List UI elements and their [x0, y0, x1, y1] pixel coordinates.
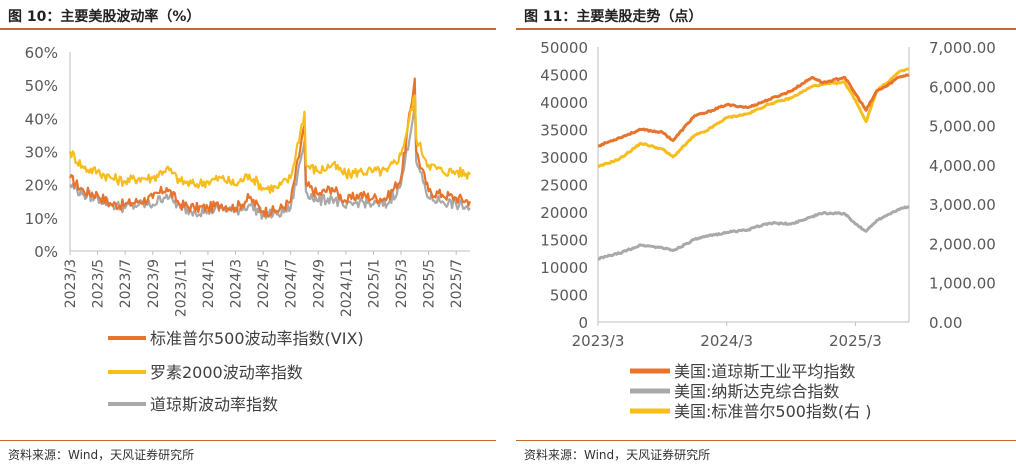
x-tick-label: 2024/9: [311, 259, 327, 308]
y-tick-label: 30%: [25, 144, 58, 162]
source-rule: [516, 440, 1016, 441]
left-y-tick-label: 10000: [540, 259, 588, 277]
series-line: [69, 103, 471, 220]
title-rule: [0, 28, 496, 30]
x-tick-label: 2024/3: [229, 259, 245, 308]
left-y-tick-label: 5000: [550, 287, 588, 305]
series-line: [597, 67, 910, 168]
x-tick-label: 2025/3: [394, 259, 410, 308]
figure-10-source: 资料来源：Wind，天风证券研究所: [8, 448, 195, 462]
y-tick-label: 60%: [25, 44, 58, 62]
x-tick-label: 2024/11: [339, 259, 355, 317]
left-y-tick-label: 45000: [540, 67, 588, 85]
figure-10-panel: 图 10：主要美股波动率（%） 0% 10% 20% 30% 40% 50% 60% 2023…: [0, 0, 496, 465]
legend-label: 罗素2000波动率指数: [150, 363, 303, 382]
x-tick-label: 2025/3: [829, 332, 882, 350]
left-y-tick-label: 0: [578, 314, 588, 332]
figure-10-title: 图 10：主要美股波动率（%）: [8, 9, 201, 25]
right-y-tick-label: 2,000.00: [929, 235, 996, 253]
series-line: [69, 77, 472, 218]
y-tick-label: 50%: [25, 77, 58, 95]
legend-label: 标准普尔500波动率指数(VIX): [150, 329, 364, 348]
x-tick-label: 2023/11: [173, 259, 189, 317]
right-y-tick-label: 0.00: [929, 314, 962, 332]
series-line: [597, 205, 910, 261]
y-tick-label: 0%: [34, 243, 58, 261]
left-y-tick-label: 30000: [540, 149, 588, 167]
right-y-tick-label: 5,000.00: [929, 118, 996, 136]
x-tick-label: 2024/7: [284, 259, 300, 308]
figure-11-source: 资料来源：Wind，天风证券研究所: [524, 448, 711, 462]
x-tick-label: 2023/3: [572, 332, 625, 350]
x-tick-label: 2025/1: [366, 259, 382, 308]
x-tick-label: 2023/7: [118, 259, 134, 308]
right-y-tick-label: 7,000.00: [929, 39, 996, 57]
figure-11-title: 图 11：主要美股走势（点）: [524, 9, 703, 25]
left-y-tick-label: 20000: [540, 204, 588, 222]
left-y-tick-label: 50000: [540, 39, 588, 57]
y-tick-label: 40%: [25, 110, 58, 128]
y-tick-label: 20%: [25, 177, 58, 195]
series-line: [68, 93, 471, 194]
right-y-tick-label: 6,000.00: [929, 78, 996, 96]
x-tick-label: 2023/3: [63, 259, 79, 308]
series-line: [597, 73, 910, 148]
legend-label: 美国:道琼斯工业平均指数: [674, 362, 855, 381]
figure-11-panel: 图 11：主要美股走势（点） 0 5000 10000 15000 20000 25000…: [516, 0, 1016, 465]
x-tick-label: 2023/5: [91, 259, 107, 308]
title-rule: [516, 28, 1016, 30]
x-tick-label: 2024/5: [256, 259, 272, 308]
legend-label: 美国:纳斯达克综合指数: [674, 382, 839, 401]
right-y-tick-label: 3,000.00: [929, 196, 996, 214]
left-y-tick-label: 25000: [540, 177, 588, 195]
source-rule: [0, 440, 496, 441]
left-y-tick-label: 40000: [540, 94, 588, 112]
x-tick-label: 2025/7: [449, 259, 465, 308]
left-y-tick-label: 35000: [540, 122, 588, 140]
volatility-chart: 0% 10% 20% 30% 40% 50% 60% 2023/3 2023/5 2023/7 20…: [25, 44, 472, 414]
index-trend-chart: 0 5000 10000 15000 20000 25000 30000 35000 40000…: [540, 39, 996, 421]
x-tick-label: 2024/3: [700, 332, 753, 350]
x-tick-label: 2025/5: [422, 259, 438, 308]
y-tick-label: 10%: [25, 210, 58, 228]
legend-label: 道琼斯波动率指数: [150, 395, 278, 414]
legend-label: 美国:标准普尔500指数(右 ): [674, 402, 872, 421]
left-y-tick-label: 15000: [540, 232, 588, 250]
right-y-tick-label: 1,000.00: [929, 275, 996, 293]
right-y-tick-label: 4,000.00: [929, 157, 996, 175]
x-tick-label: 2023/9: [146, 259, 162, 308]
x-tick-label: 2024/1: [201, 259, 217, 308]
